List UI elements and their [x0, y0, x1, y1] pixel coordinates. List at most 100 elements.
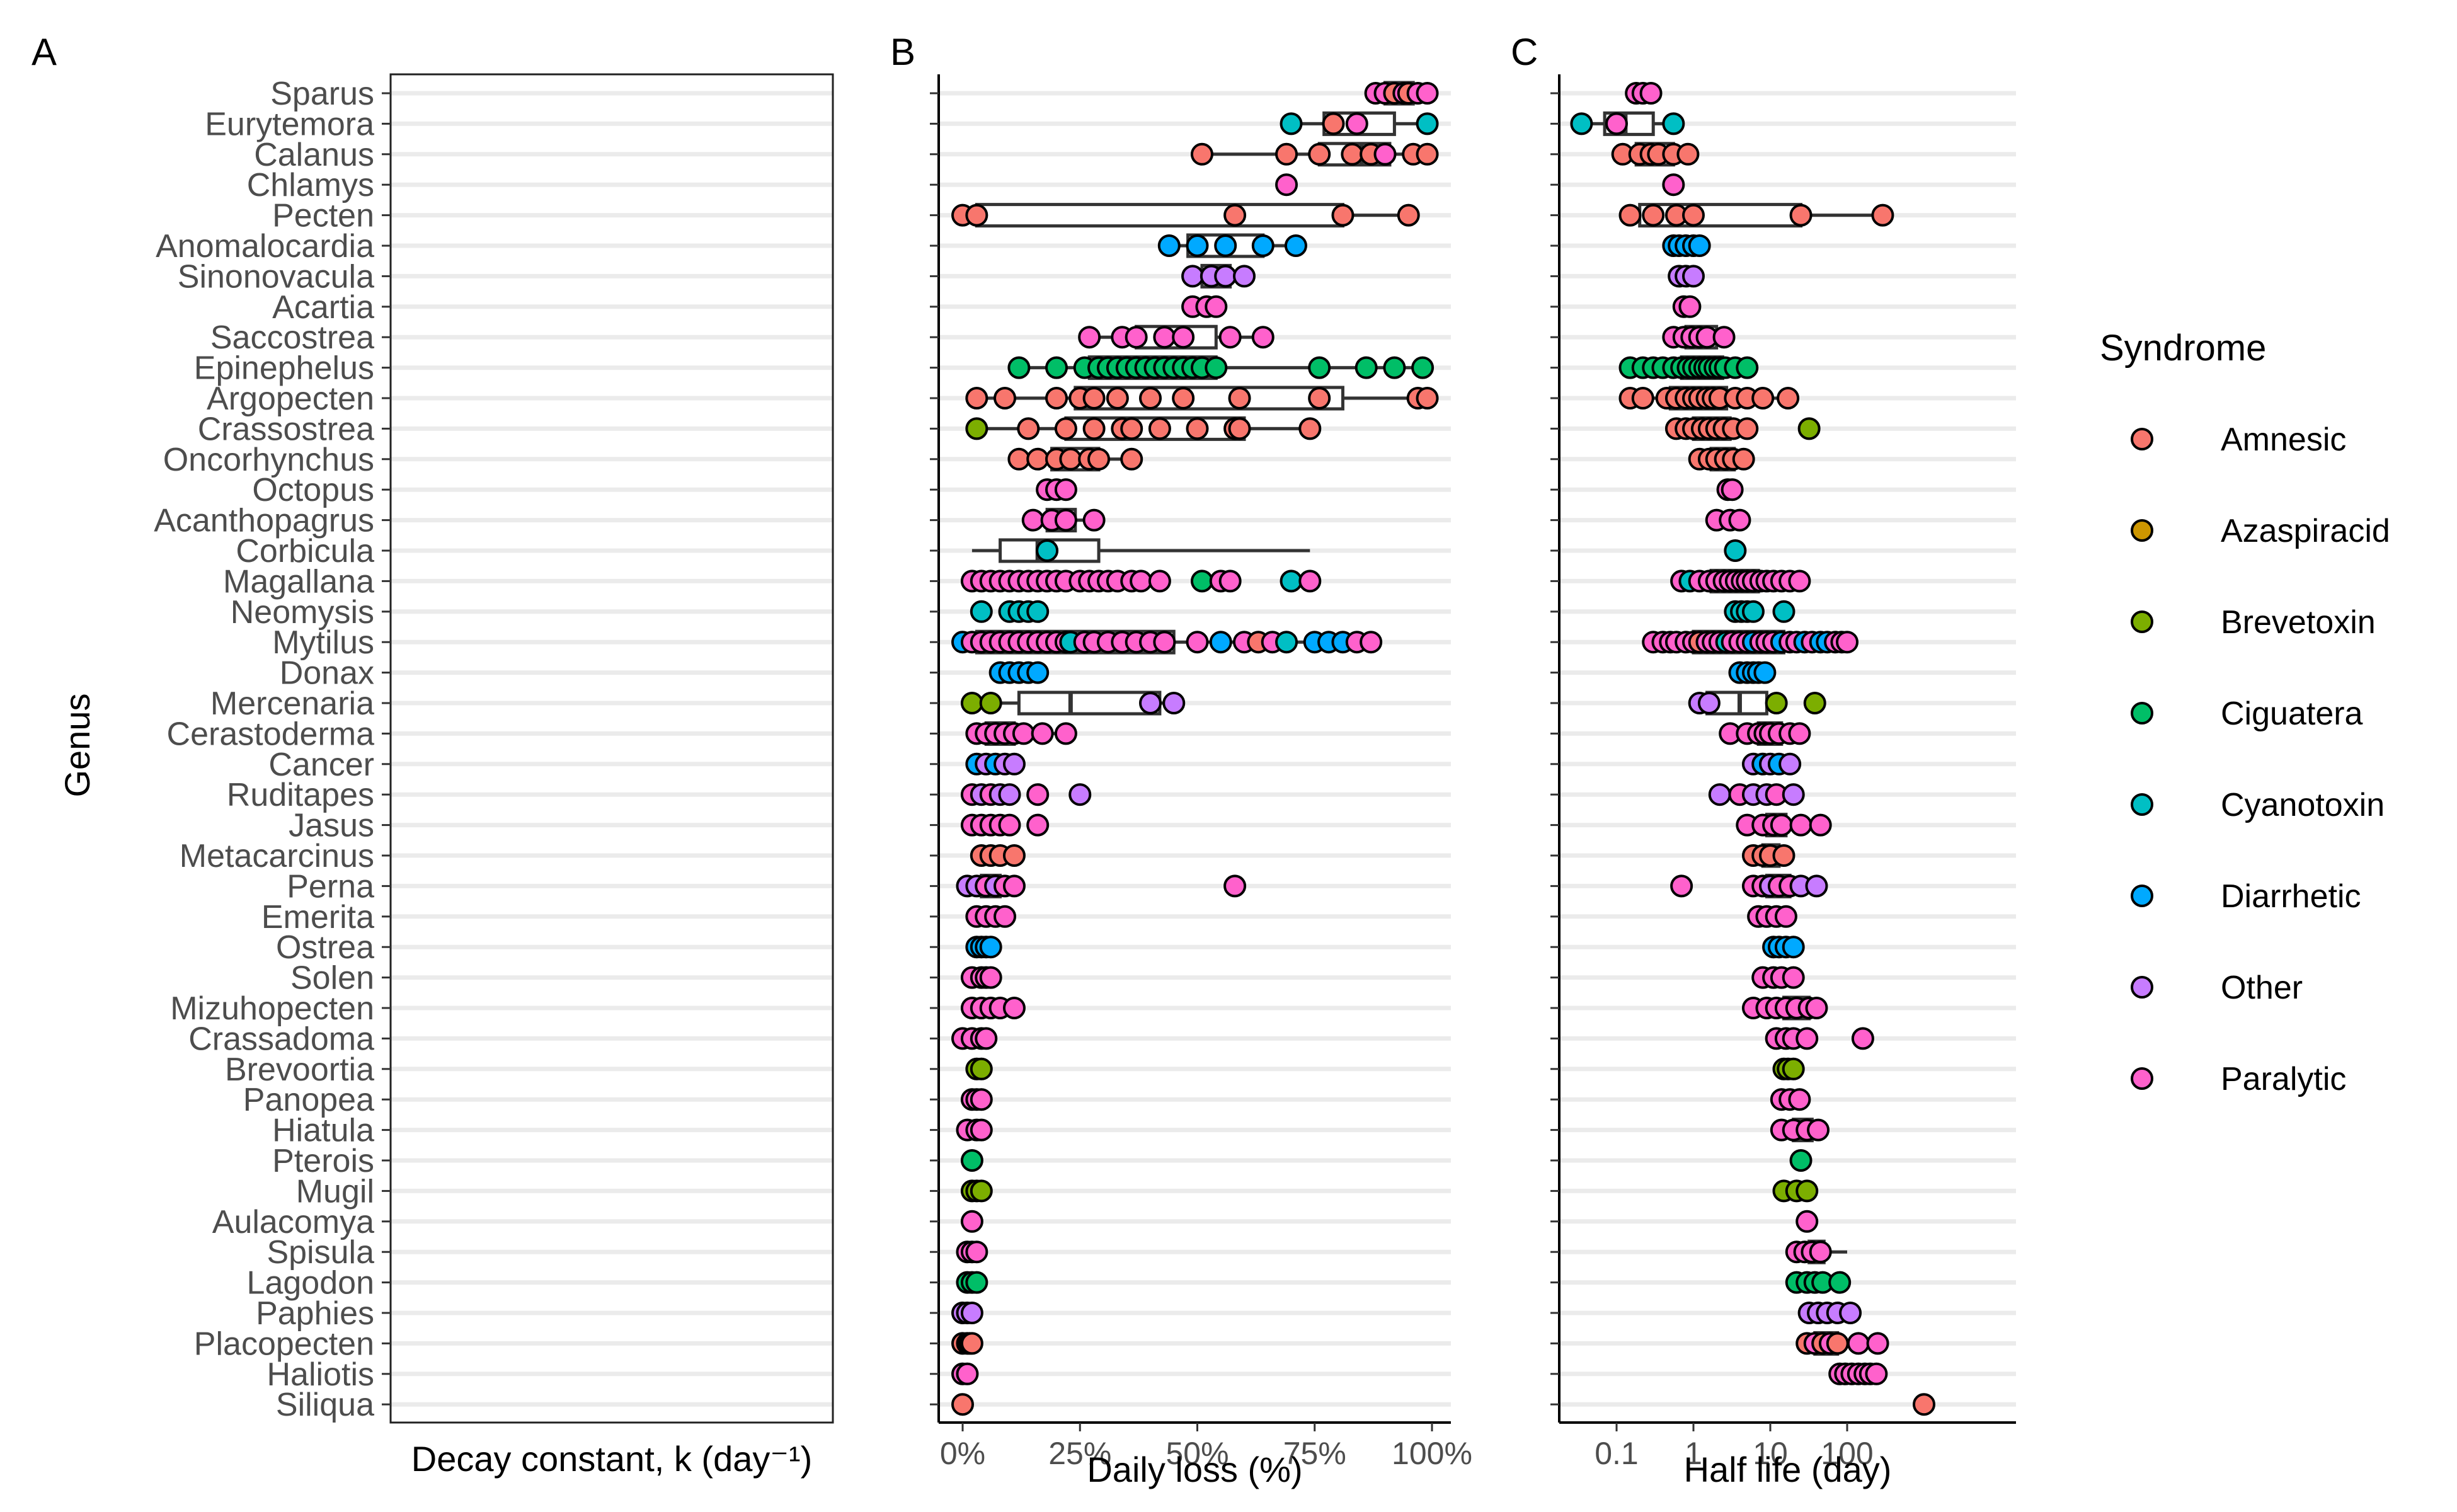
data-point	[1751, 387, 1775, 410]
genus-label: Cerastoderma	[167, 716, 375, 752]
data-point	[1153, 631, 1176, 654]
data-point	[1280, 570, 1303, 593]
genus-label: Calanus	[254, 137, 374, 173]
data-point	[1796, 1210, 1819, 1233]
x-tick-label: 0%	[940, 1436, 985, 1471]
data-point	[1736, 356, 1759, 379]
data-point	[1826, 1332, 1849, 1355]
data-point	[1416, 82, 1439, 105]
data-point	[1026, 447, 1050, 471]
data-point	[1251, 234, 1274, 257]
legend-title: Syndrome	[2100, 328, 2266, 369]
data-point	[1570, 112, 1593, 135]
data-point	[1682, 203, 1705, 227]
data-point	[1828, 1271, 1852, 1294]
data-point	[1770, 813, 1793, 837]
data-point	[1383, 356, 1406, 379]
data-point	[970, 1179, 993, 1203]
data-point	[1678, 295, 1702, 318]
data-point	[1913, 1393, 1935, 1416]
data-point	[1805, 874, 1828, 898]
data-point	[1026, 813, 1050, 837]
x-tick-label: 100	[1821, 1436, 1873, 1471]
data-point	[1078, 326, 1101, 349]
data-point	[1416, 142, 1439, 166]
genus-label: Perna	[287, 868, 374, 905]
genus-label: Cancer	[268, 747, 374, 783]
data-point	[965, 203, 988, 227]
genus-label: Corbicula	[236, 533, 374, 570]
data-point	[970, 1057, 993, 1080]
data-point	[975, 1027, 998, 1050]
data-point	[1345, 112, 1368, 135]
data-point	[1618, 203, 1642, 227]
panel-letter-b: B	[890, 31, 915, 73]
data-point	[1017, 417, 1040, 440]
genus-label: Donax	[280, 655, 374, 692]
data-point	[1676, 142, 1700, 166]
genus-label: Pecten	[272, 198, 374, 234]
genus-label: Mytilus	[272, 624, 374, 661]
data-point	[1605, 112, 1628, 135]
data-point	[960, 1210, 983, 1233]
data-point	[979, 936, 1002, 959]
legend-label: Ciguatera	[2221, 696, 2363, 732]
genus-label: Sinonovacula	[178, 258, 374, 295]
data-point	[1045, 387, 1068, 410]
data-point	[1026, 600, 1050, 623]
data-point	[1139, 692, 1162, 714]
data-point	[1125, 326, 1148, 349]
genus-label: Saccostrea	[210, 319, 374, 356]
genus-label: Lagodon	[247, 1265, 374, 1302]
data-point	[1724, 539, 1747, 562]
y-axis-title: Genus	[57, 694, 97, 798]
genus-label: Pterois	[272, 1143, 374, 1179]
data-point	[1871, 203, 1894, 227]
data-point	[1275, 173, 1298, 197]
data-point	[1836, 631, 1858, 654]
data-point	[1106, 387, 1129, 410]
data-point	[1082, 387, 1106, 410]
genus-label: Haliotis	[267, 1356, 375, 1393]
data-point	[1688, 234, 1711, 257]
data-point	[1054, 722, 1077, 745]
genus-label: Mercenaria	[210, 685, 374, 722]
panel-a: SparusEurytemoraCalanusChlamysPectenAnom…	[154, 73, 834, 1479]
data-point	[1782, 783, 1805, 806]
data-point	[1662, 173, 1685, 197]
genus-label: Mugil	[296, 1173, 374, 1210]
data-point	[1796, 1027, 1819, 1050]
box	[975, 203, 1344, 228]
genus-label: Placopecten	[194, 1326, 374, 1362]
data-point	[1736, 417, 1759, 440]
data-point	[1284, 234, 1307, 257]
data-point	[1181, 265, 1205, 288]
data-point	[1682, 265, 1705, 288]
genus-label: Acartia	[272, 289, 374, 326]
data-point	[1054, 478, 1077, 501]
data-point	[1866, 1332, 1889, 1355]
data-point	[1728, 508, 1751, 532]
data-point	[998, 783, 1021, 806]
genus-label: Metacarcinus	[180, 838, 374, 874]
data-point	[1782, 1057, 1805, 1080]
data-point	[1631, 387, 1654, 410]
data-point	[1214, 265, 1237, 288]
data-point	[1026, 661, 1050, 684]
x-tick-label: 50%	[1166, 1436, 1228, 1471]
genus-label: Anomalocardia	[156, 228, 374, 265]
data-point	[1087, 447, 1111, 471]
genus-label: Ostrea	[276, 929, 374, 966]
data-point	[1233, 265, 1256, 288]
genus-label: Oncorhynchus	[163, 442, 374, 478]
data-point	[1054, 508, 1077, 532]
data-point	[1308, 142, 1331, 166]
data-point	[1416, 387, 1439, 410]
x-tick-label: 75%	[1283, 1436, 1346, 1471]
data-point	[998, 813, 1021, 837]
data-point	[1190, 570, 1213, 593]
data-point	[1172, 387, 1195, 410]
x-tick-label: 1	[1685, 1436, 1702, 1471]
data-point	[1331, 203, 1354, 227]
genus-label: Ruditapes	[227, 777, 374, 813]
